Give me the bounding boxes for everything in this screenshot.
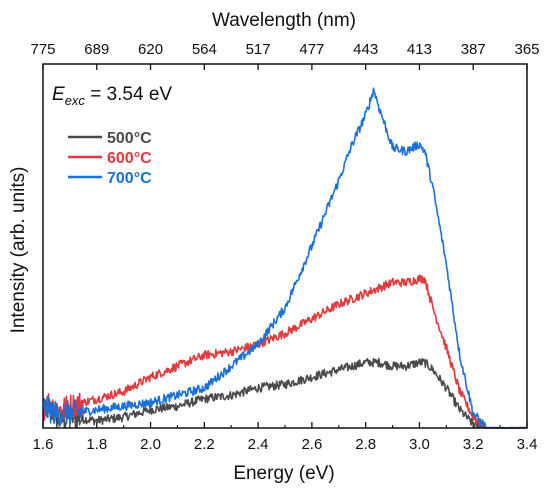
top-tick-label: 564 — [192, 41, 217, 58]
top-tick-label: 387 — [461, 41, 486, 58]
top-axis-title: Wavelength (nm) — [212, 10, 356, 31]
top-tick-label: 517 — [246, 41, 271, 58]
top-tick-label: 477 — [299, 41, 324, 58]
x-tick-label: 3.2 — [463, 436, 484, 453]
top-tick-label: 443 — [353, 41, 378, 58]
top-tick-label: 365 — [514, 41, 539, 58]
top-tick-label: 775 — [30, 41, 55, 58]
bottom-axis: 1.6 1.8 2.0 2.2 2.4 2.6 2.8 3.0 3.2 3.4 — [33, 422, 538, 453]
annotation-subscript: exc — [65, 93, 86, 108]
series-line-2 — [42, 87, 528, 429]
series-layer — [42, 87, 528, 429]
x-tick-label: 2.6 — [301, 436, 322, 453]
x-tick-label: 2.4 — [248, 436, 269, 453]
x-tick-label: 3.0 — [409, 436, 430, 453]
legend-label: 700°C — [107, 170, 152, 187]
top-axis: 775 689 620 564 517 477 443 413 387 365 — [30, 41, 540, 70]
series-line-1 — [42, 274, 528, 429]
top-tick-label: 689 — [84, 41, 109, 58]
x-tick-label: 3.4 — [517, 436, 538, 453]
x-tick-label: 1.8 — [86, 436, 107, 453]
excitation-energy-annotation: Eexc = 3.54 eV — [52, 84, 172, 108]
annotation-symbol: E — [52, 84, 65, 105]
legend-label: 600°C — [107, 150, 152, 167]
x-tick-label: 1.6 — [33, 436, 54, 453]
legend: 500°C 600°C 700°C — [68, 130, 152, 187]
x-tick-label: 2.0 — [140, 436, 161, 453]
series-line-0 — [42, 357, 528, 429]
top-tick-label: 620 — [138, 41, 163, 58]
plot-frame — [42, 63, 528, 429]
x-tick-label: 2.8 — [355, 436, 376, 453]
top-tick-label: 413 — [407, 41, 432, 58]
x-tick-label: 2.2 — [194, 436, 215, 453]
y-axis-title: Intensity (arb. units) — [8, 167, 29, 334]
annotation-value: = 3.54 eV — [85, 84, 172, 105]
x-axis-title: Energy (eV) — [233, 463, 334, 484]
legend-label: 500°C — [107, 130, 152, 147]
